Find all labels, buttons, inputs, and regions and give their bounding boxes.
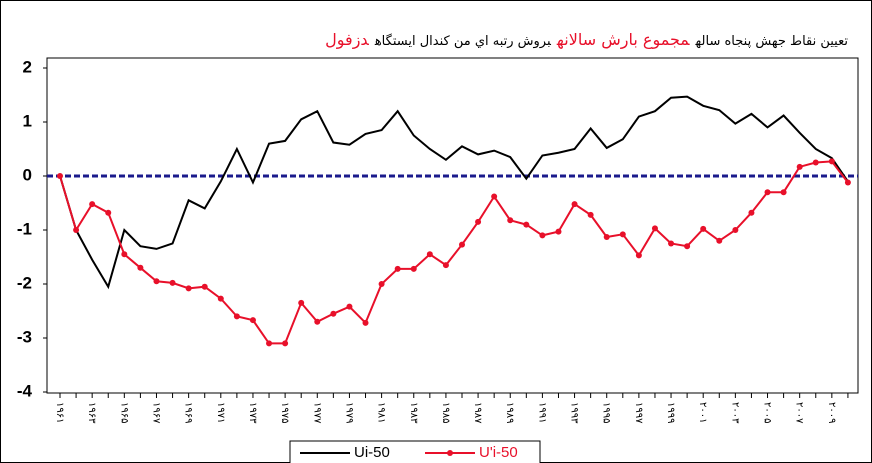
point xyxy=(137,264,144,271)
y-tick-label: -4 xyxy=(17,381,33,400)
point xyxy=(314,318,321,325)
series-line xyxy=(59,95,849,290)
point xyxy=(426,251,433,258)
point xyxy=(780,189,787,196)
point xyxy=(828,158,835,165)
x-tick-label: ۱۹۶۵ xyxy=(118,402,129,423)
x-tick-label: ۲۰۰۵ xyxy=(762,402,773,423)
title-part: دزفول xyxy=(325,30,369,49)
point xyxy=(282,340,289,347)
y-tick-label: -1 xyxy=(17,219,32,238)
title-part: مجموع بارش سالانه xyxy=(556,30,690,49)
x-tick-label: ۲۰۰۹ xyxy=(826,402,837,423)
x-tick-label: ۱۹۸۳ xyxy=(408,402,419,424)
point xyxy=(603,234,610,241)
legend-box xyxy=(289,440,541,463)
y-tick-label: 1 xyxy=(23,111,32,130)
legend-label: Ui-50 xyxy=(354,444,390,461)
point xyxy=(507,217,514,224)
x-tick-label: ۱۹۷۳ xyxy=(247,402,258,424)
point xyxy=(812,159,819,166)
point xyxy=(523,221,530,228)
point xyxy=(185,285,192,292)
x-tick-label: ۱۹۶۳ xyxy=(86,402,97,424)
chart-title: تعیین نقاط جهش پنجاه ساله مجموع بارش سالا… xyxy=(319,30,848,49)
x-tick-label: ۱۹۹۵ xyxy=(601,402,612,423)
x-tick-label: ۱۹۷۷ xyxy=(311,402,322,424)
point xyxy=(249,317,256,324)
point xyxy=(153,278,160,285)
x-tick-label: ۱۹۶۹ xyxy=(183,402,194,423)
x-tick-label: ۱۹۹۷ xyxy=(633,402,644,424)
point xyxy=(732,227,739,233)
point xyxy=(587,211,594,218)
point xyxy=(57,173,63,179)
point xyxy=(539,232,546,239)
point xyxy=(684,243,691,250)
point xyxy=(266,340,273,347)
legend-marker xyxy=(447,450,453,456)
x-tick-label: ۲۰۰۳ xyxy=(729,402,740,424)
point xyxy=(668,240,675,247)
point xyxy=(716,237,723,244)
point xyxy=(555,228,562,235)
point xyxy=(491,193,498,200)
point xyxy=(362,319,369,326)
x-tick-label: ۱۹۷۹ xyxy=(343,402,354,423)
x-tick-label: ۱۹۶۱ xyxy=(54,402,65,423)
point xyxy=(764,189,771,196)
plot-area xyxy=(46,57,859,394)
point xyxy=(571,201,578,208)
point xyxy=(700,225,707,232)
x-tick-label: ۱۹۸۹ xyxy=(504,402,515,423)
x-tick-label: ۱۹۷۵ xyxy=(279,402,290,423)
point xyxy=(233,313,240,320)
y-tick-label: 2 xyxy=(23,57,32,76)
x-tick-label: ۱۹۹۳ xyxy=(569,402,580,424)
point xyxy=(619,231,626,238)
point xyxy=(121,251,128,258)
point xyxy=(394,265,401,272)
x-tick-label: ۲۰۰۱ xyxy=(697,402,708,423)
point xyxy=(459,241,465,248)
x-tick-label: ۱۹۸۱ xyxy=(376,402,387,423)
point xyxy=(73,227,80,233)
point xyxy=(635,252,642,259)
point xyxy=(201,283,208,290)
y-tick-label: -2 xyxy=(17,273,32,292)
legend-label: U'i-50 xyxy=(479,444,518,461)
title-part: تعیین نقاط جهش پنجاه ساله xyxy=(695,34,848,49)
x-tick-label: ۱۹۹۹ xyxy=(665,402,676,423)
point xyxy=(169,279,176,286)
x-tick-label: ۱۹۷۱ xyxy=(215,402,226,423)
point xyxy=(475,218,482,225)
point xyxy=(796,163,803,170)
x-tick-label: ۱۹۶۷ xyxy=(150,402,161,424)
point xyxy=(844,179,851,186)
x-tick-label: ۱۹۸۵ xyxy=(440,402,451,423)
x-tick-label: ۱۹۸۷ xyxy=(472,402,483,424)
y-tick-label: 0 xyxy=(23,165,32,184)
point xyxy=(105,209,112,216)
point xyxy=(89,201,96,208)
point xyxy=(442,262,449,269)
point xyxy=(378,281,385,287)
x-tick-label: ۱۹۹۱ xyxy=(536,402,547,423)
point xyxy=(410,265,417,272)
point xyxy=(217,295,224,302)
title-part: بروش رتبه اي من كندال ايستگاه xyxy=(374,34,551,49)
point xyxy=(298,299,305,306)
point xyxy=(748,209,755,216)
point xyxy=(330,310,337,317)
point xyxy=(651,225,658,232)
x-tick-label: ۲۰۰۷ xyxy=(794,402,805,424)
point xyxy=(346,303,353,310)
y-tick-label: -3 xyxy=(17,327,32,346)
